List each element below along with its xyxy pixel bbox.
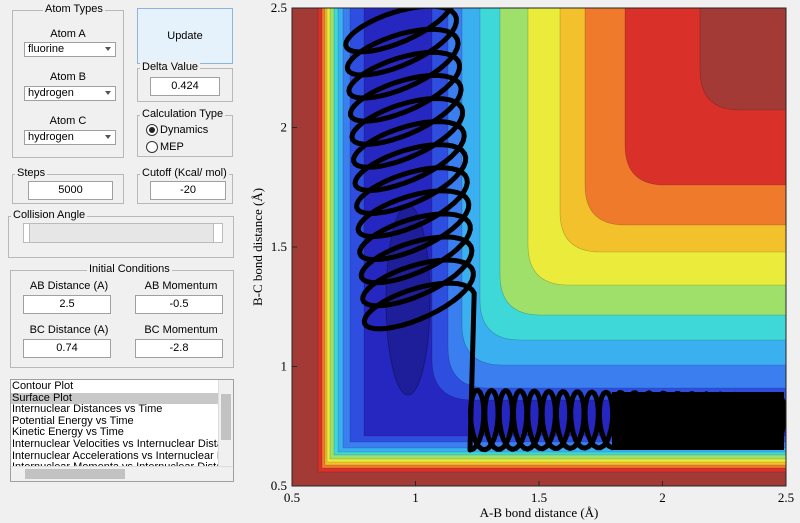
y-tick-label: 1	[281, 359, 288, 374]
y-tick-label: 2.5	[271, 0, 287, 15]
slider[interactable]	[23, 223, 223, 243]
list-item[interactable]: Internuclear Velocities vs Internuclear …	[12, 438, 222, 450]
label: AB Distance (A)	[29, 280, 109, 292]
list-item[interactable]: Surface Plot	[11, 392, 222, 405]
radio-label[interactable]: Dynamics	[160, 124, 209, 136]
panel-title: Cutoff (Kcal/ mol)	[140, 167, 229, 179]
y-tick-label: 1.5	[271, 239, 287, 254]
vertical-scrollbar[interactable]	[218, 380, 233, 468]
x-tick-label: 0.5	[284, 490, 300, 505]
steps-panel: Steps 5000	[12, 167, 124, 204]
panel-title: Calculation Type	[140, 108, 226, 120]
ab-momentum-input[interactable]: -0.5	[135, 295, 223, 314]
dropdown[interactable]: fluorine	[24, 42, 116, 57]
radio-selected[interactable]	[146, 124, 158, 136]
y-tick-label: 2	[281, 120, 288, 135]
initial-conditions-panel: Initial Conditions AB Distance (A) AB Mo…	[10, 263, 234, 368]
label: Atom C	[49, 115, 87, 127]
list-item[interactable]: Potential Energy vs Time	[12, 415, 134, 427]
x-tick-label: 2.5	[778, 490, 794, 505]
x-tick-label: 1	[412, 490, 419, 505]
bc-momentum-input[interactable]: -2.8	[135, 339, 223, 358]
dropdown[interactable]: hydrogen	[24, 130, 116, 145]
radio[interactable]	[146, 141, 158, 153]
label: BC Momentum	[144, 324, 218, 336]
bc-distance-input[interactable]: 0.74	[23, 339, 111, 358]
dropdown[interactable]: hydrogen	[24, 86, 116, 101]
slider-thumb[interactable]	[24, 224, 30, 242]
panel-title: Atom Types	[43, 3, 105, 15]
x-tick-label: 2	[659, 490, 666, 505]
delta-input[interactable]: 0.424	[150, 77, 220, 96]
atom-types-panel: Atom Types Atom A fluorine Atom B hydrog…	[12, 3, 124, 158]
label: Atom B	[49, 71, 87, 83]
list-item[interactable]: Internuclear Accelerations vs Internucle…	[12, 450, 222, 462]
trajectory	[343, 8, 786, 453]
x-tick-label: 1.5	[531, 490, 547, 505]
cutoff-input[interactable]: -20	[150, 181, 226, 200]
calculation-type-panel: Calculation Type Dynamics MEP	[137, 108, 233, 157]
label: BC Distance (A)	[29, 324, 109, 336]
horizontal-scrollbar[interactable]	[11, 466, 233, 481]
update-button[interactable]: Update	[137, 8, 233, 64]
x-axis-label: A-B bond distance (Å)	[480, 505, 599, 520]
y-tick-label: 0.5	[271, 478, 287, 493]
panel-title: Collision Angle	[11, 209, 88, 221]
panel-title: Initial Conditions	[87, 263, 172, 275]
cutoff-panel: Cutoff (Kcal/ mol) -20	[137, 167, 233, 204]
trajectory-dense	[612, 392, 784, 450]
slider-end[interactable]	[213, 224, 222, 242]
label: Atom A	[50, 28, 86, 40]
list-item[interactable]: Contour Plot	[12, 381, 74, 392]
delta-panel: Delta Value 0.424	[137, 61, 233, 102]
collision-angle-panel: Collision Angle	[8, 209, 234, 258]
list-item[interactable]: Internuclear Distances vs Time	[12, 404, 163, 416]
panel-title: Steps	[15, 167, 48, 179]
list-item[interactable]: Kinetic Energy vs Time	[12, 427, 124, 439]
contour-band	[342, 8, 786, 449]
plot-list[interactable]: Contour Plot Surface Plot Internuclear Dis…	[10, 379, 234, 482]
panel-title: Delta Value	[140, 61, 201, 73]
y-axis-label: B-C bond distance (Å)	[250, 188, 265, 306]
label: AB Momentum	[144, 280, 218, 292]
radio-label[interactable]: MEP	[160, 141, 184, 153]
steps-input[interactable]: 5000	[28, 181, 113, 200]
ab-distance-input[interactable]: 2.5	[23, 295, 111, 314]
